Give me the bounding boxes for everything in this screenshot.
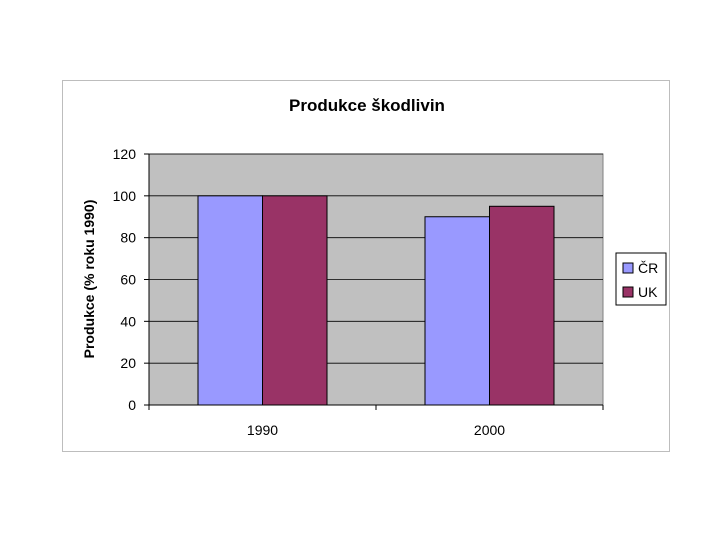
- y-tick-label: 0: [128, 397, 136, 413]
- plot-area: 0 20 40 60 80 100 120 1990 2000: [113, 146, 604, 438]
- legend-swatch-uk: [622, 286, 634, 298]
- y-tick-label: 60: [120, 272, 136, 288]
- bar-chart: Produkce škodlivin Produkce (% roku 1990…: [81, 96, 667, 438]
- y-tick-label: 100: [113, 188, 137, 204]
- y-tick-label: 20: [120, 355, 136, 371]
- y-axis-label: Produkce (% roku 1990): [81, 200, 97, 359]
- x-tick-label: 1990: [247, 422, 278, 438]
- legend: ČR UK: [615, 252, 667, 306]
- x-tick-label: 2000: [474, 422, 505, 438]
- chart-frame: Produkce škodlivin Produkce (% roku 1990…: [62, 80, 670, 452]
- y-tick-label: 120: [113, 146, 137, 162]
- chart-title: Produkce škodlivin: [289, 96, 445, 115]
- bar-cr-1990: [197, 195, 263, 406]
- y-tick-label: 40: [120, 313, 136, 329]
- bar-uk-1990: [262, 195, 328, 406]
- y-tick-label: 80: [120, 230, 136, 246]
- legend-swatch-cr: [622, 262, 634, 274]
- legend-label-cr: ČR: [638, 260, 658, 276]
- legend-label-uk: UK: [638, 284, 658, 300]
- bar-cr-2000: [424, 216, 490, 406]
- bar-uk-2000: [489, 205, 555, 406]
